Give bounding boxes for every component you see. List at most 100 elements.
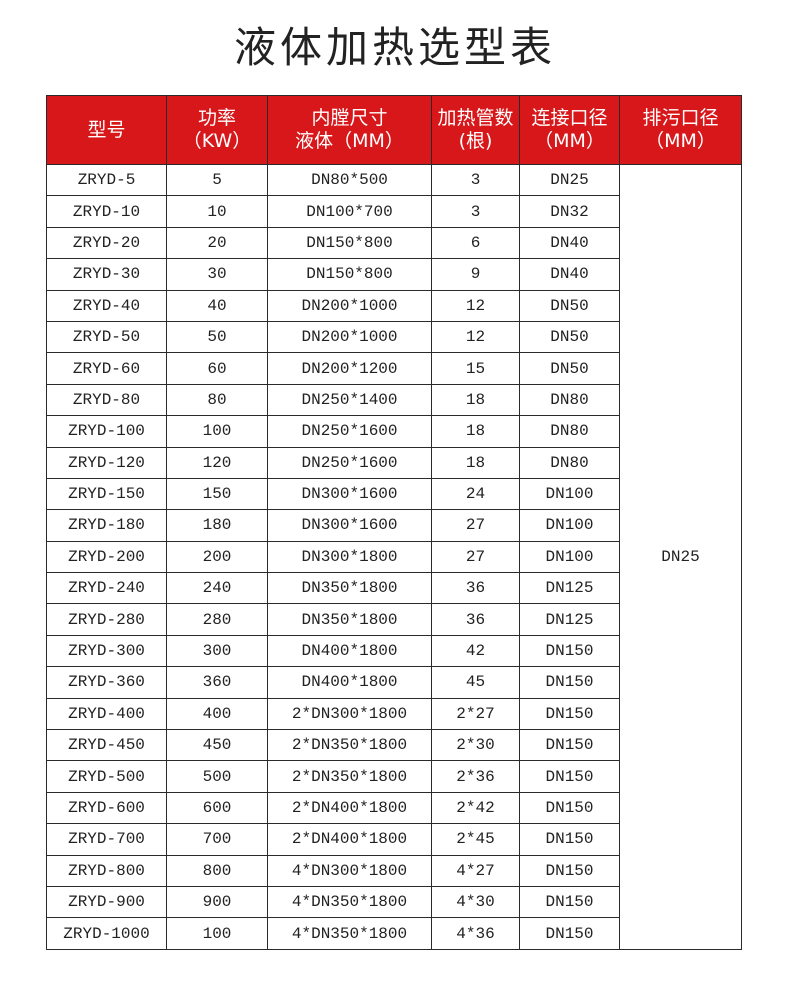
table-cell: 18 [431, 383, 520, 417]
table-cell: ZRYD-100 [46, 415, 167, 448]
table-cell: ZRYD-800 [46, 854, 167, 887]
table-cell: 80 [166, 383, 268, 417]
table-cell: 2*30 [431, 729, 520, 762]
table-cell: 4*27 [431, 854, 520, 887]
table-cell: 30 [166, 258, 268, 291]
table-cell: 2*DN350*1800 [267, 729, 432, 762]
table-cell: 42 [431, 634, 520, 668]
table-cell: 36 [431, 603, 520, 636]
table-cell: 4*DN350*1800 [267, 917, 432, 950]
header-line: 排污口径 [642, 107, 719, 129]
table-cell: 200 [166, 540, 268, 574]
table-cell: 450 [166, 729, 268, 762]
table-row: ZRYD-700 700 2*DN400*1800 2*45 DN150 [46, 823, 742, 856]
table-cell: 360 [166, 666, 268, 699]
table-cell: DN80 [519, 415, 620, 448]
table-cell: DN150 [519, 854, 620, 887]
table-cell: DN50 [519, 320, 620, 354]
table-cell: ZRYD-40 [46, 289, 167, 322]
table-cell: DN50 [519, 352, 620, 385]
selection-table: 型号 功率 （KW） 内膛尺寸 液体（MM） 加热管数 (根) 连接口径 （MM） 排污口径 （MM… [46, 95, 742, 950]
table-cell: ZRYD-360 [46, 666, 167, 699]
table-cell: 27 [431, 540, 520, 574]
table-row: ZRYD-360 360 DN400*1800 45 DN150 [46, 666, 742, 699]
table-cell: 2*DN400*1800 [267, 791, 432, 825]
table-cell: DN150 [519, 791, 620, 825]
table-cell: 120 [166, 446, 268, 479]
table-cell: 500 [166, 760, 268, 793]
table-cell: 2*42 [431, 791, 520, 825]
column-header: 内膛尺寸 液体（MM） [267, 95, 432, 165]
table-cell: DN200*1200 [267, 352, 432, 385]
table-cell: ZRYD-150 [46, 477, 167, 511]
table-cell: 20 [166, 226, 268, 260]
table-cell: DN200*1000 [267, 289, 432, 322]
table-cell: DN250*1600 [267, 415, 432, 448]
table-cell: ZRYD-20 [46, 226, 167, 260]
table-cell: 18 [431, 446, 520, 479]
table-row: ZRYD-1000 100 4*DN350*1800 4*36 DN150 [46, 917, 742, 950]
table-cell: ZRYD-60 [46, 352, 167, 385]
table-cell: 24 [431, 477, 520, 511]
column-header: 连接口径 （MM） [519, 95, 620, 165]
table-cell: DN400*1800 [267, 634, 432, 668]
table-cell: 3 [431, 163, 520, 197]
table-cell: ZRYD-80 [46, 383, 167, 417]
table-cell: DN250*1400 [267, 383, 432, 417]
table-row: ZRYD-40 40 DN200*1000 12 DN50 [46, 289, 742, 322]
table-cell: ZRYD-900 [46, 885, 167, 919]
table-cell: ZRYD-50 [46, 320, 167, 354]
table-cell: 40 [166, 289, 268, 322]
table-cell: 900 [166, 885, 268, 919]
table-cell: DN50 [519, 289, 620, 322]
table-cell: 9 [431, 258, 520, 291]
table-row: ZRYD-5 5 DN80*500 3 DN25 DN25 [46, 163, 742, 950]
header-line: （MM） [645, 130, 716, 152]
table-cell: DN150*800 [267, 226, 432, 260]
table-cell: ZRYD-1000 [46, 917, 167, 950]
table-cell: 50 [166, 320, 268, 354]
table-cell: ZRYD-5 [46, 163, 167, 197]
table-cell: 100 [166, 917, 268, 950]
table-cell: 5 [166, 163, 268, 197]
table-cell: ZRYD-30 [46, 258, 167, 291]
table-cell: 600 [166, 791, 268, 825]
table-cell: ZRYD-300 [46, 634, 167, 668]
table-cell: DN125 [519, 603, 620, 636]
header-line: 加热管数 [437, 107, 514, 129]
table-row: ZRYD-10 10 DN100*700 3 DN32 [46, 195, 742, 228]
table-cell: 10 [166, 195, 268, 228]
table-cell: 100 [166, 415, 268, 448]
column-header: 加热管数 (根) [431, 95, 520, 165]
table-cell: 3 [431, 195, 520, 228]
table-cell: 15 [431, 352, 520, 385]
table-cell: 4*36 [431, 917, 520, 950]
table-cell: 60 [166, 352, 268, 385]
table-cell: DN32 [519, 195, 620, 228]
table-cell: ZRYD-120 [46, 446, 167, 479]
table-cell: DN100 [519, 540, 620, 574]
table-cell: ZRYD-240 [46, 572, 167, 605]
table-row: ZRYD-800 800 4*DN300*1800 4*27 DN150 [46, 854, 742, 887]
table-cell: 2*DN400*1800 [267, 823, 432, 856]
table-row: ZRYD-80 80 DN250*1400 18 DN80 [46, 383, 742, 417]
table-cell: ZRYD-10 [46, 195, 167, 228]
table-row: ZRYD-20 20 DN150*800 6 DN40 [46, 226, 742, 260]
table-cell: 2*DN300*1800 [267, 697, 432, 731]
table-cell: DN400*1800 [267, 666, 432, 699]
table-cell: DN150 [519, 823, 620, 856]
table-cell: DN80 [519, 446, 620, 479]
table-cell: 180 [166, 509, 268, 542]
table-row: ZRYD-600 600 2*DN400*1800 2*42 DN150 [46, 791, 742, 825]
table-cell: DN300*1800 [267, 540, 432, 574]
column-header: 型号 [46, 95, 167, 165]
page-title: 液体加热选型表 [233, 23, 556, 72]
table-cell: DN100*700 [267, 195, 432, 228]
table-cell: DN350*1800 [267, 603, 432, 636]
table-cell: DN150 [519, 917, 620, 950]
table-cell: 300 [166, 634, 268, 668]
table-cell: DN100 [519, 509, 620, 542]
table-cell: ZRYD-600 [46, 791, 167, 825]
table-cell: 240 [166, 572, 268, 605]
table-row: ZRYD-120 120 DN250*1600 18 DN80 [46, 446, 742, 479]
